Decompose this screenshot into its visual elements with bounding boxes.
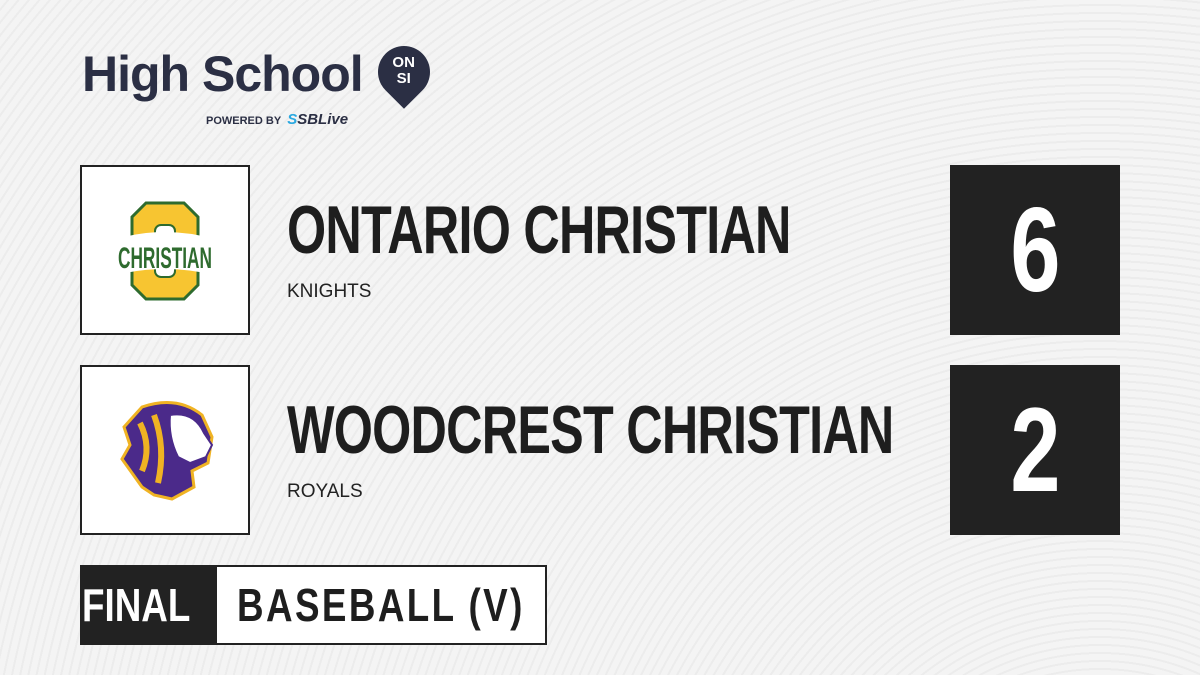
team-name: WOODCREST CHRISTIAN (287, 392, 894, 468)
team-score: 6 (950, 165, 1120, 335)
high-school-on-si-logo: High School ON SI POWERED BY SSBLive (82, 35, 522, 134)
on-si-pin-icon: ON SI (366, 35, 441, 109)
team-mascot: KNIGHTS (287, 281, 372, 302)
svg-text:CHRISTIAN: CHRISTIAN (118, 242, 212, 275)
team-logo-woodcrest-christian (80, 365, 250, 535)
brand-title: High School (82, 46, 364, 102)
team-logo-ontario-christian: CHRISTIAN (80, 165, 250, 335)
team-mascot: ROYALS (287, 481, 363, 502)
sport-label: BASEBALL (V) (237, 579, 526, 631)
game-status-bar: FINAL BASEBALL (V) (80, 565, 547, 645)
final-label: FINAL (82, 567, 218, 643)
team-score: 2 (950, 365, 1120, 535)
sblive-logo: SSBLive (287, 111, 349, 128)
team-name: ONTARIO CHRISTIAN (287, 192, 791, 268)
powered-by: POWERED BY SSBLive (206, 111, 349, 128)
